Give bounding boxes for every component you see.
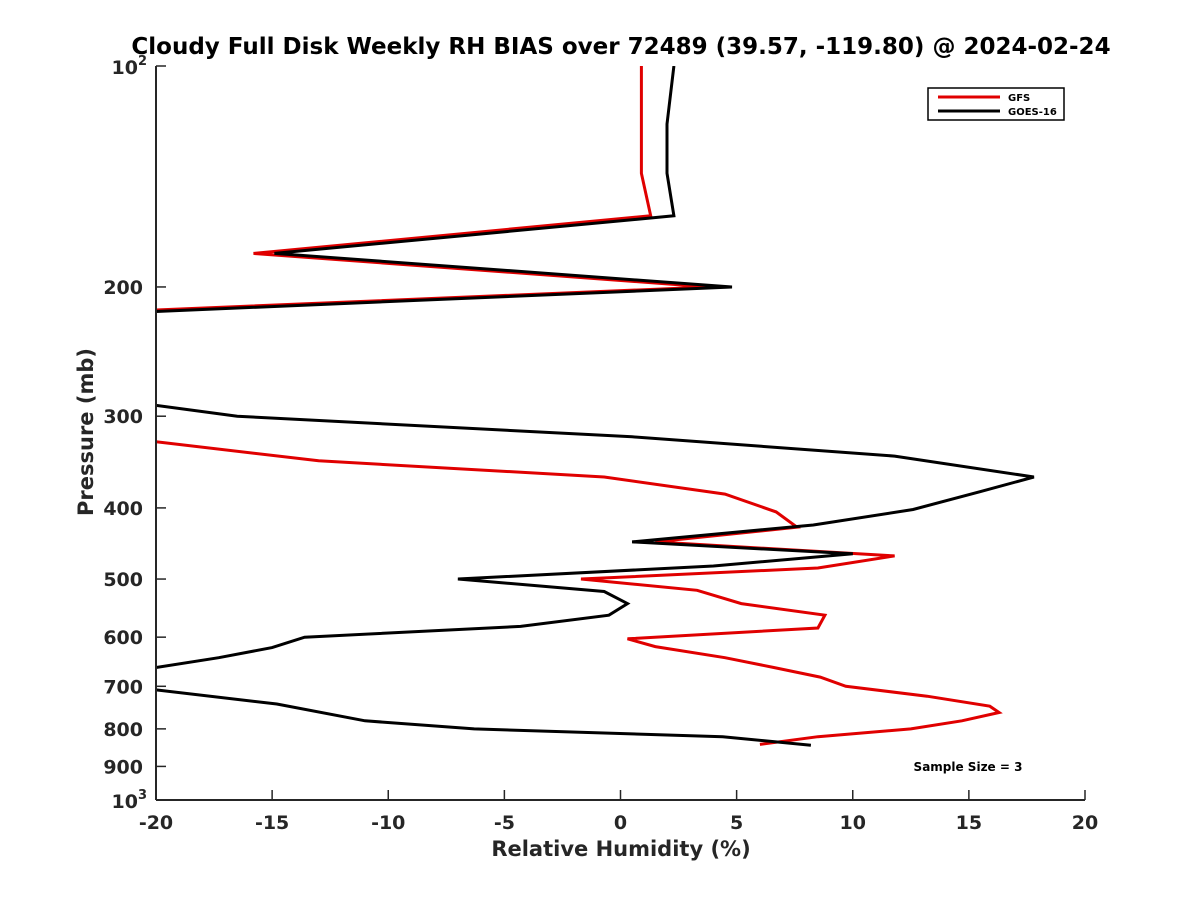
plot-area xyxy=(156,66,1035,747)
x-axis-label: Relative Humidity (%) xyxy=(491,837,750,861)
y-axis: 102 200 300 400 500 600 700 800 900 103 xyxy=(103,54,166,813)
y-tick-label: 400 xyxy=(103,498,143,520)
y-tick-label: 200 xyxy=(103,277,143,299)
y-tick-label: 103 xyxy=(112,788,148,813)
y-tick-label: 800 xyxy=(103,719,143,741)
y-tick-label: 500 xyxy=(103,569,143,591)
x-tick-label: -15 xyxy=(255,812,289,834)
legend-label: GFS xyxy=(1008,93,1030,104)
y-tick-label: 900 xyxy=(103,756,143,778)
x-tick-label: 10 xyxy=(840,812,866,834)
x-axis: -20 -15 -10 -5 0 5 10 15 20 xyxy=(139,790,1098,834)
x-tick-label: 5 xyxy=(730,812,743,834)
y-tick-label: 700 xyxy=(103,676,143,698)
x-tick-label: 20 xyxy=(1072,812,1098,834)
x-tick-label: 15 xyxy=(956,812,982,834)
legend-box xyxy=(927,87,1065,121)
series-line-goes-16 xyxy=(156,66,1035,747)
y-tick-label: 102 xyxy=(112,54,148,79)
x-tick-label: -5 xyxy=(494,812,515,834)
x-tick-label: -20 xyxy=(139,812,173,834)
legend: GFS GOES-16 xyxy=(927,87,1065,121)
y-tick-label: 300 xyxy=(103,406,143,428)
x-tick-label: 0 xyxy=(614,812,627,834)
legend-label: GOES-16 xyxy=(1008,107,1057,118)
chart-title: Cloudy Full Disk Weekly RH BIAS over 724… xyxy=(131,34,1110,60)
y-tick-label: 600 xyxy=(103,627,143,649)
series-line-gfs xyxy=(156,66,1003,746)
y-axis-label: Pressure (mb) xyxy=(74,348,98,516)
sample-size-annotation: Sample Size = 3 xyxy=(914,760,1023,774)
x-tick-label: -10 xyxy=(371,812,405,834)
